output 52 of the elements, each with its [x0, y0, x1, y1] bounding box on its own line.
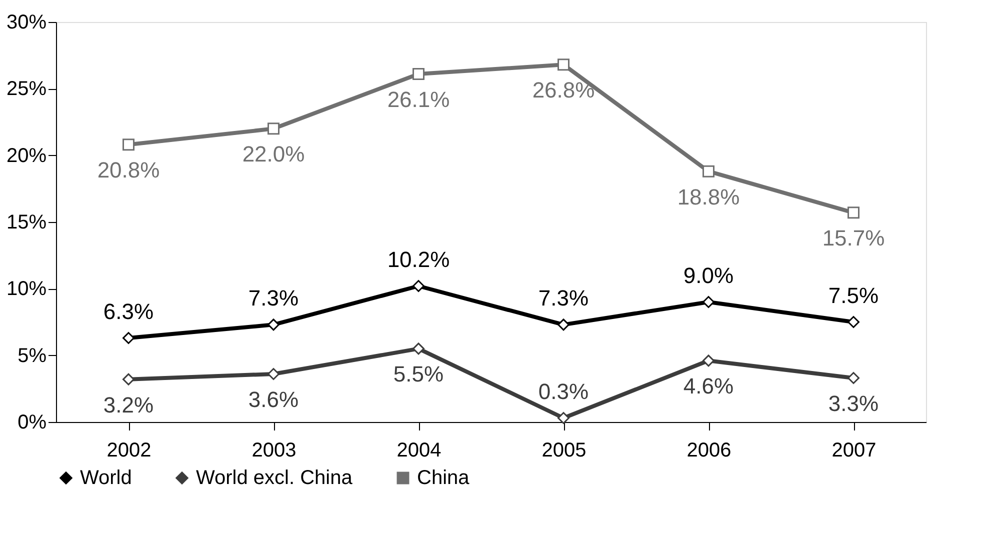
point — [848, 206, 860, 219]
y-tick-label: 10% — [6, 278, 47, 300]
y-tick-label: 5% — [18, 344, 47, 367]
legend-label: China — [417, 467, 470, 489]
data-label: 7.3% — [538, 286, 589, 311]
data-label: 3.6% — [248, 387, 299, 412]
data-label: 9.0% — [683, 263, 734, 288]
x-tick-label: 2002 — [106, 440, 152, 462]
data-label: 6.3% — [103, 299, 154, 324]
point — [122, 373, 134, 386]
data-label: 18.8% — [677, 184, 740, 210]
data-label: 4.6% — [683, 374, 734, 399]
y-tick-label: 25% — [6, 78, 47, 100]
point — [412, 68, 424, 80]
point — [702, 354, 714, 367]
y-tick-label: 15% — [6, 212, 47, 234]
data-label: 3.3% — [828, 391, 879, 416]
data-label: 5.5% — [393, 362, 444, 387]
x-tick-label: 2007 — [832, 440, 876, 462]
x-tick-label: 2006 — [686, 440, 732, 462]
point — [268, 122, 280, 135]
point — [558, 58, 570, 71]
data-label: 15.7% — [822, 226, 885, 251]
x-tick-label: 2003 — [252, 440, 296, 462]
point — [122, 138, 134, 151]
point — [412, 342, 424, 355]
data-label: 0.3% — [538, 379, 589, 404]
point — [268, 368, 280, 380]
data-label: 3.2% — [103, 392, 154, 418]
data-label: 20.8% — [97, 158, 160, 183]
point — [558, 412, 570, 424]
data-label: 7.3% — [248, 286, 299, 311]
point — [412, 280, 424, 292]
legend-label: World — [80, 467, 132, 489]
legend-label: World excl. China — [196, 467, 354, 489]
point — [848, 316, 860, 328]
data-label: 22.0% — [242, 142, 305, 167]
point — [122, 332, 134, 344]
y-tick-label: 30% — [6, 12, 47, 34]
point — [848, 372, 860, 384]
point — [702, 296, 714, 308]
y-tick-label: 20% — [6, 144, 47, 167]
x-tick-label: 2004 — [396, 440, 442, 462]
x-tick-label: 2005 — [542, 440, 586, 462]
data-label: 26.8% — [532, 78, 595, 103]
data-label: 26.1% — [387, 87, 450, 112]
point — [268, 318, 280, 331]
y-tick-label: 0% — [18, 412, 47, 434]
point — [558, 318, 570, 331]
data-label: 7.5% — [828, 283, 879, 308]
point — [702, 165, 714, 178]
data-label: 10.2% — [387, 247, 450, 272]
